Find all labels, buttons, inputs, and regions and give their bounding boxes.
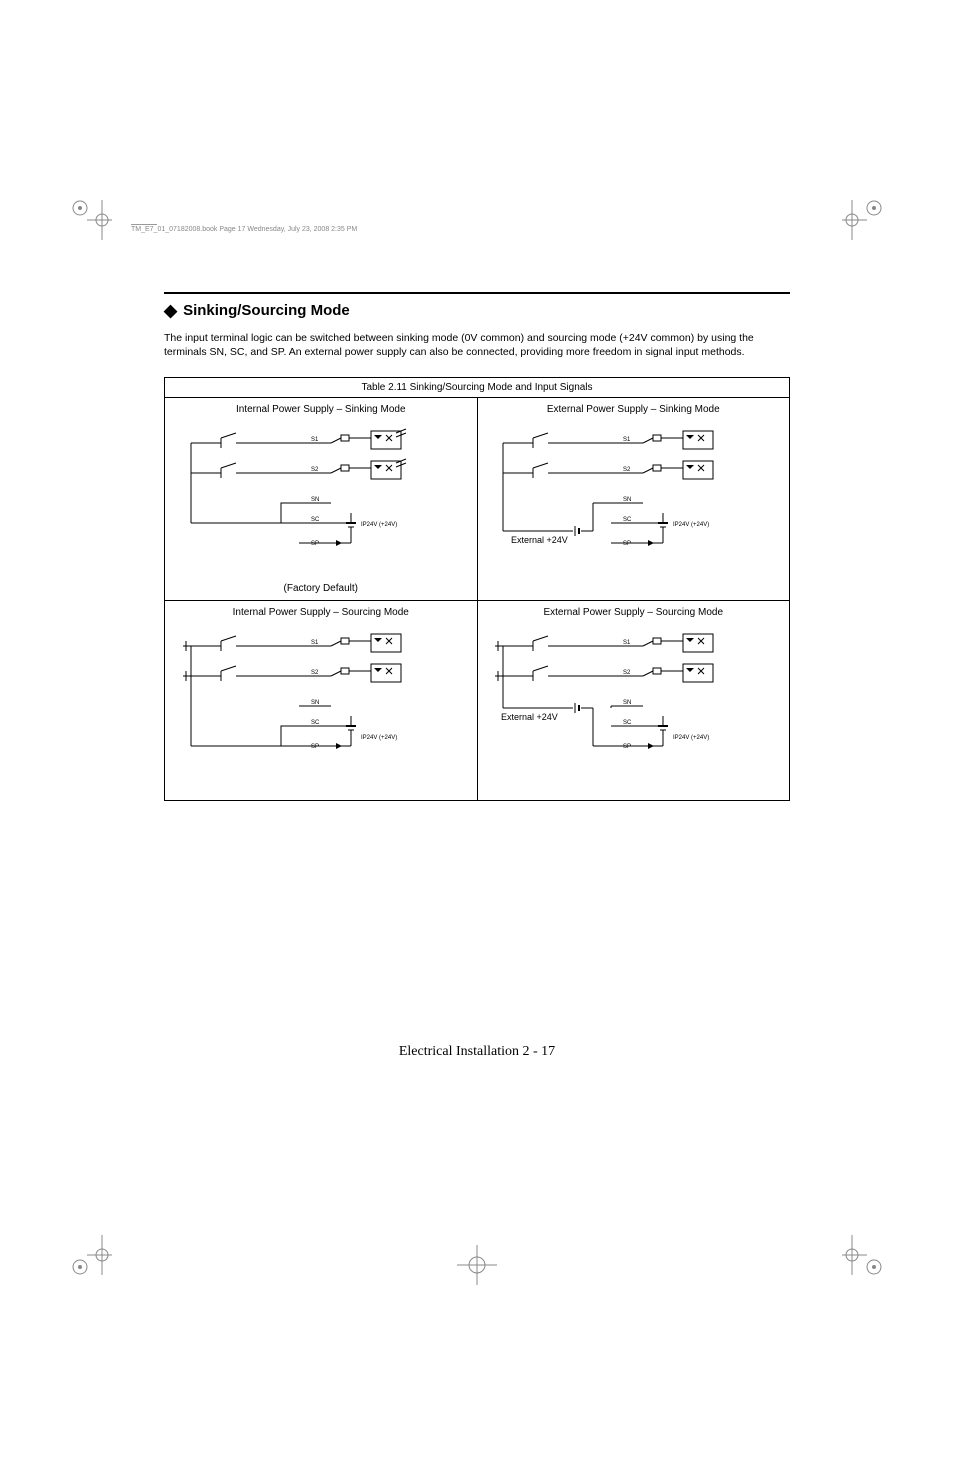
svg-text:SP: SP	[623, 541, 631, 547]
svg-text:External +24V: External +24V	[511, 535, 568, 545]
page-footer: Electrical Installation 2 - 17	[0, 1044, 954, 1060]
page-content: ◆ Sinking/Sourcing Mode The input termin…	[164, 292, 790, 801]
running-header-text: TM_E7_01_07182008.book Page 17 Wednesday…	[131, 226, 357, 233]
factory-default-label: (Factory Default)	[165, 583, 477, 600]
cell-internal-sinking: Internal Power Supply – Sinking Mode	[165, 398, 478, 601]
crop-mark-bottom	[457, 1245, 497, 1285]
cell-title: External Power Supply – Sourcing Mode	[478, 601, 790, 626]
diagram-external-sourcing: S1 S2 SN SC SP IP24V (+24V) External +24…	[493, 626, 773, 786]
svg-text:SN: SN	[623, 497, 631, 503]
crop-mark-bl	[72, 1235, 112, 1275]
svg-text:S1: S1	[623, 640, 631, 646]
svg-text:SN: SN	[311, 497, 319, 503]
cell-title: External Power Supply – Sinking Mode	[478, 398, 790, 423]
section-rule	[164, 292, 790, 294]
svg-text:IP24V (+24V): IP24V (+24V)	[673, 735, 709, 741]
svg-text:SN: SN	[311, 700, 319, 706]
crop-mark-br	[842, 1235, 882, 1275]
svg-text:SP: SP	[311, 541, 319, 547]
svg-text:S1: S1	[311, 437, 319, 443]
section-heading: ◆ Sinking/Sourcing Mode	[164, 302, 790, 319]
table-caption: Table 2.11 Sinking/Sourcing Mode and Inp…	[165, 378, 790, 398]
svg-text:S2: S2	[311, 467, 319, 473]
cell-external-sourcing: External Power Supply – Sourcing Mode	[477, 601, 790, 801]
crop-mark-tr	[842, 200, 882, 240]
diagram-external-sinking: S1 S2 SN SC SP IP24V (+24V) External +24…	[493, 423, 773, 583]
cell-title: Internal Power Supply – Sourcing Mode	[165, 601, 477, 626]
svg-text:IP24V (+24V): IP24V (+24V)	[673, 522, 709, 528]
cell-external-sinking: External Power Supply – Sinking Mode	[477, 398, 790, 601]
svg-text:S2: S2	[623, 670, 631, 676]
cell-title: Internal Power Supply – Sinking Mode	[165, 398, 477, 423]
svg-text:IP24V (+24V): IP24V (+24V)	[361, 522, 397, 528]
svg-text:SP: SP	[311, 744, 319, 750]
svg-text:SN: SN	[623, 700, 631, 706]
intro-paragraph: The input terminal logic can be switched…	[164, 331, 790, 359]
svg-text:S2: S2	[311, 670, 319, 676]
running-header: TM_E7_01_07182008.book Page 17 Wednesday…	[131, 224, 157, 233]
crop-mark-tl	[72, 200, 112, 240]
svg-text:S1: S1	[311, 640, 319, 646]
svg-text:SC: SC	[623, 720, 632, 726]
svg-text:External +24V: External +24V	[501, 712, 558, 722]
svg-text:SC: SC	[311, 517, 320, 523]
svg-text:IP24V (+24V): IP24V (+24V)	[361, 735, 397, 741]
section-title-text: Sinking/Sourcing Mode	[183, 302, 350, 319]
diamond-bullet-icon: ◆	[164, 302, 177, 319]
mode-table: Table 2.11 Sinking/Sourcing Mode and Inp…	[164, 377, 790, 801]
diagram-internal-sourcing: S1 S2 SN SC SP IP24V (+24V)	[181, 626, 461, 786]
svg-text:SC: SC	[311, 720, 320, 726]
diagram-internal-sinking: S1 S2 SN SC SP IP24V (+24V)	[181, 423, 461, 583]
svg-text:S2: S2	[623, 467, 631, 473]
svg-text:SC: SC	[623, 517, 632, 523]
svg-text:SP: SP	[623, 744, 631, 750]
cell-internal-sourcing: Internal Power Supply – Sourcing Mode	[165, 601, 478, 801]
svg-text:S1: S1	[623, 437, 631, 443]
